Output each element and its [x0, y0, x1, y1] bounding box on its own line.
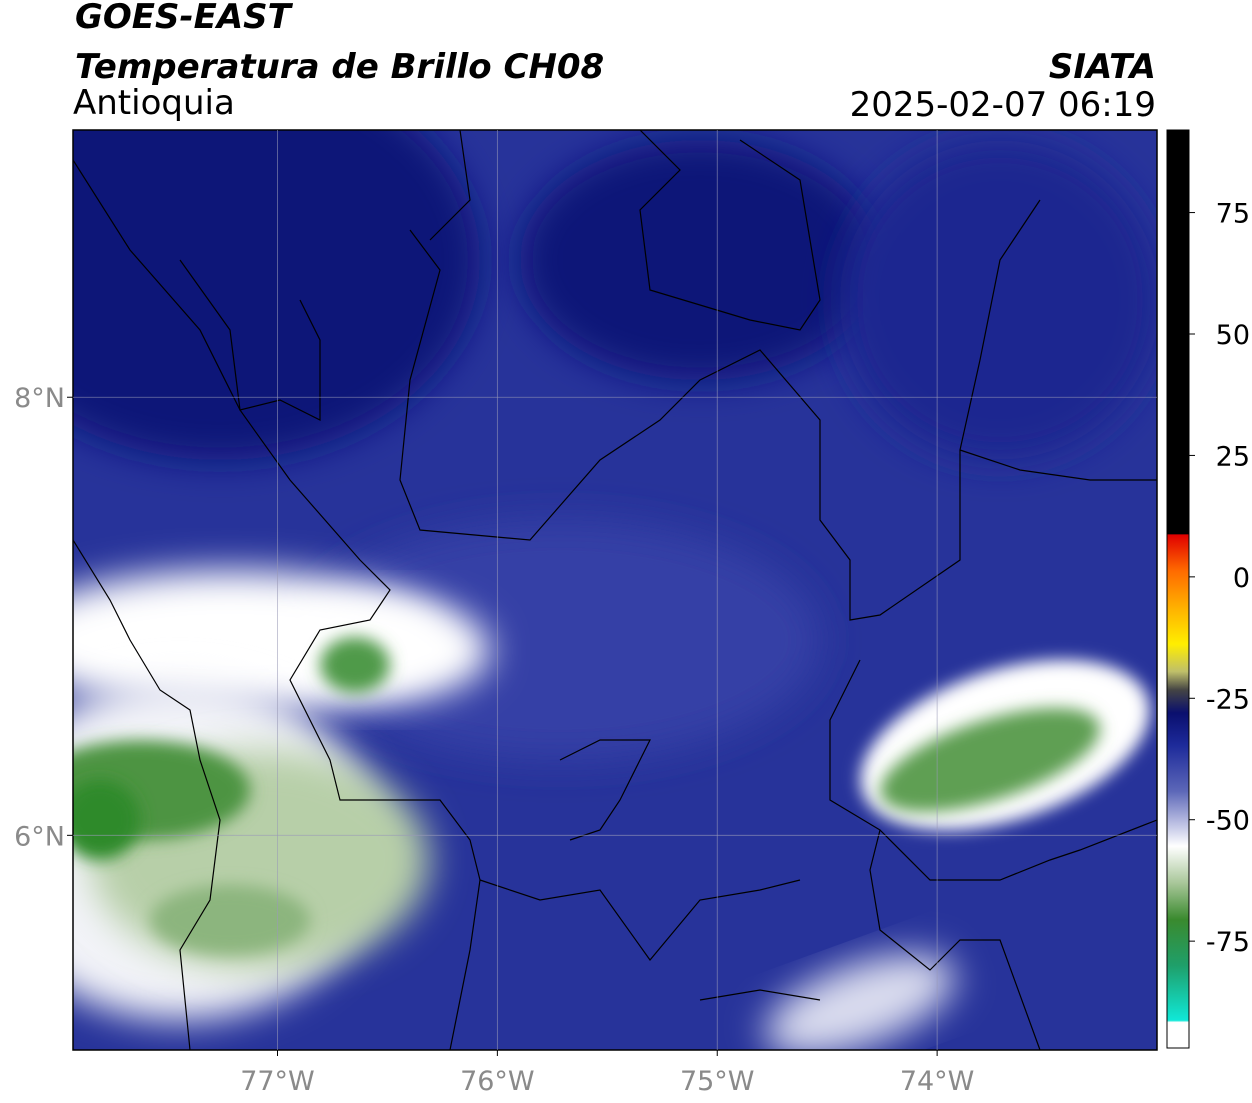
colorbar-tick-label: 75: [1216, 199, 1250, 230]
x-tick-label: 74°W: [900, 1066, 975, 1097]
source: SIATA: [1049, 47, 1156, 87]
timestamp: 2025-02-07 06:19: [850, 85, 1156, 125]
y-tick-label: 8°N: [14, 383, 65, 414]
colorbar-tick-label: -50: [1206, 806, 1250, 837]
x-tick-label: 77°W: [240, 1066, 315, 1097]
title: GOES-EAST: [75, 0, 294, 37]
colorbar-tick-label: -25: [1206, 684, 1250, 715]
satellite-image: [73, 130, 1157, 1050]
x-tick-label: 75°W: [680, 1066, 755, 1097]
y-tick-label: 6°N: [14, 821, 65, 852]
x-tick-label: 76°W: [460, 1066, 535, 1097]
colorbar-tick-label: 25: [1216, 441, 1250, 472]
colorbar-tick-label: -75: [1206, 927, 1250, 958]
colorbar-ticks: -75 -50 -25 0 25 50 75: [1189, 199, 1250, 958]
subtitle: Temperatura de Brillo CH08: [75, 47, 604, 87]
colorbar-tick-label: 50: [1216, 320, 1250, 351]
colorbar: [1166, 129, 1190, 1049]
graticule: 77°W 76°W 75°W 74°W 6°N 8°N: [14, 130, 1157, 1097]
map-frame: [72, 129, 1158, 1051]
region: Antioquia: [73, 83, 235, 123]
colorbar-tick-label: 0: [1233, 563, 1250, 594]
